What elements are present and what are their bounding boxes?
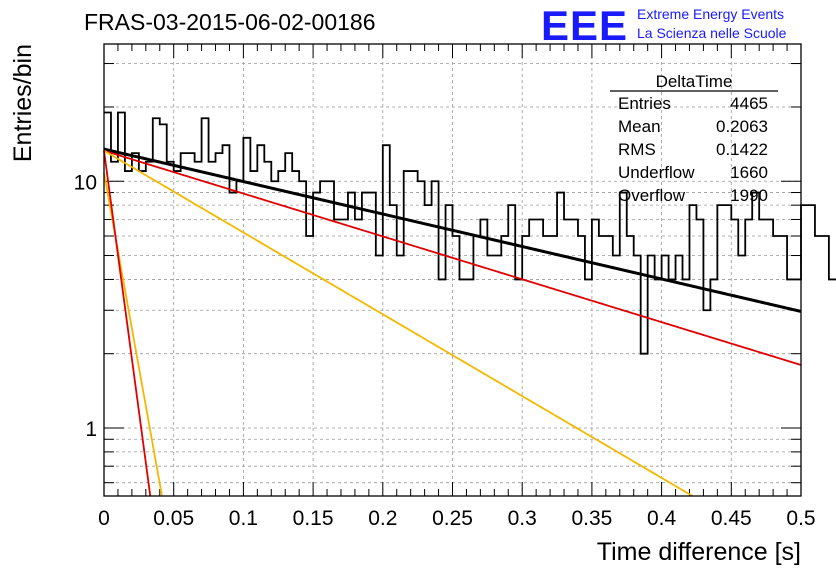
fit-curve xyxy=(103,149,802,366)
stats-label-overflow: Overflow xyxy=(618,186,686,205)
grid-lines xyxy=(104,44,801,496)
axis-ticks: 0 0.05 0.1 0.15 0.2 0.25 0.3 0.35 0.4 0.45 0.5 1 10 xyxy=(74,44,816,530)
stats-value-entries: 4465 xyxy=(730,94,768,113)
fit-curve xyxy=(103,149,693,497)
stats-value-overflow: 1990 xyxy=(730,186,768,205)
y-tick-label: 1 xyxy=(85,418,97,441)
logo-line-2: La Scienza nelle Scuole xyxy=(637,25,787,41)
fit-curve xyxy=(103,150,152,497)
histogram-line xyxy=(104,111,836,355)
stats-label-rms: RMS xyxy=(618,140,656,159)
stats-label-mean: Mean xyxy=(618,117,661,136)
x-tick-label: 0.15 xyxy=(293,507,334,530)
x-tick-label: 0 xyxy=(98,507,110,530)
x-tick-label: 0.5 xyxy=(786,507,815,530)
x-tick-label: 0.35 xyxy=(571,507,612,530)
x-tick-label: 0.3 xyxy=(508,507,537,530)
y-axis-label: Entries/bin xyxy=(9,44,37,162)
eee-logo: EEE xyxy=(541,2,628,49)
stats-label-entries: Entries xyxy=(618,94,671,113)
stats-value-underflow: 1660 xyxy=(730,163,768,182)
stats-box: DeltaTime Entries 4465 Mean 0.2063 RMS 0… xyxy=(610,72,778,205)
x-tick-label: 0.05 xyxy=(153,507,194,530)
logo-line-1: Extreme Energy Events xyxy=(637,6,784,22)
x-tick-label: 0.2 xyxy=(368,507,397,530)
y-tick-label: 10 xyxy=(74,171,97,194)
x-axis-label: Time difference [s] xyxy=(597,538,801,566)
run-title: FRAS-03-2015-06-02-00186 xyxy=(84,9,376,35)
fit-curves xyxy=(103,147,802,497)
stats-title: DeltaTime xyxy=(656,72,733,91)
stats-label-underflow: Underflow xyxy=(618,163,695,182)
stats-value-mean: 0.2063 xyxy=(716,117,768,136)
stats-value-rms: 0.1422 xyxy=(716,140,768,159)
x-tick-label: 0.4 xyxy=(647,507,677,530)
plot-frame xyxy=(103,43,802,497)
x-tick-label: 0.1 xyxy=(229,507,258,530)
x-tick-label: 0.45 xyxy=(711,507,752,530)
x-tick-label: 0.25 xyxy=(432,507,473,530)
fit-curve xyxy=(103,147,802,313)
